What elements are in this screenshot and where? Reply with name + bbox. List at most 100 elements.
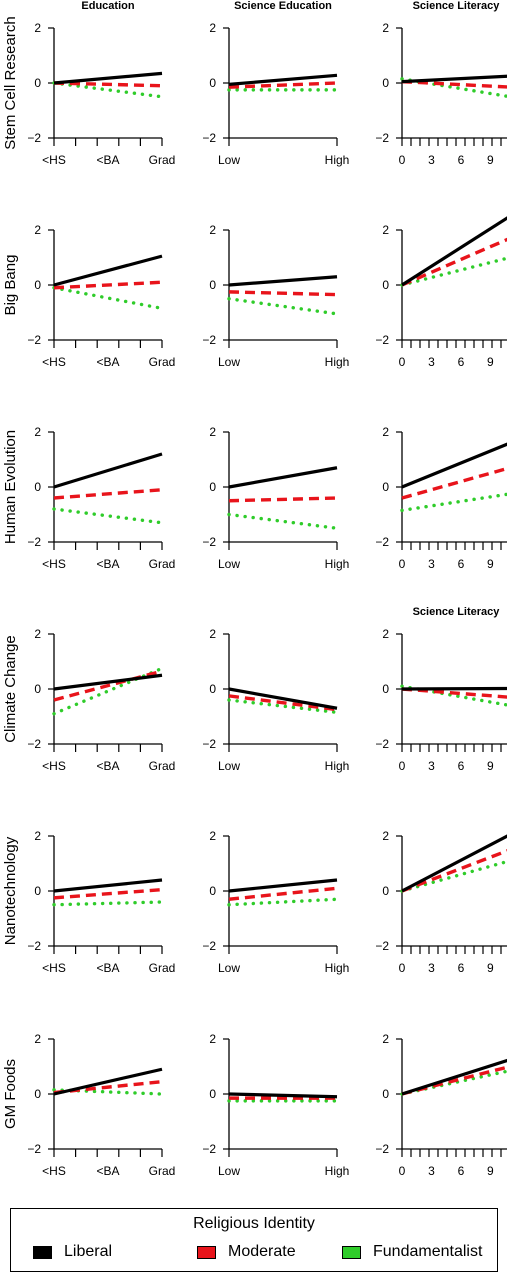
series-line-moderate — [53, 488, 163, 500]
y-tick-label: 0 — [34, 76, 41, 90]
x-tick-label: High — [325, 961, 350, 975]
y-tick-label: −2 — [375, 131, 389, 145]
y-tick-label: 2 — [34, 21, 41, 35]
x-tick-label: <HS — [42, 759, 66, 773]
y-tick-label: 0 — [34, 884, 41, 898]
x-tick-label: 0 — [399, 1164, 406, 1178]
y-tick-label: −2 — [27, 333, 41, 347]
x-tick-label: 3 — [428, 759, 435, 773]
y-tick-label: −2 — [375, 1142, 389, 1156]
series-line-liberal — [53, 673, 163, 691]
x-tick-label: 9 — [487, 1164, 494, 1178]
legend-item-moderate: Moderate — [197, 1243, 296, 1261]
series-line-fundamentalist — [400, 256, 507, 287]
y-tick-label: −2 — [375, 535, 389, 549]
x-tick-label: Low — [218, 759, 240, 773]
y-tick-label: 2 — [382, 627, 389, 641]
legend-swatch-fundamentalist — [342, 1245, 361, 1259]
y-tick-label: 0 — [209, 1087, 216, 1101]
x-tick-label: 3 — [428, 557, 435, 571]
y-tick-label: 0 — [209, 278, 216, 292]
y-tick-label: 0 — [382, 480, 389, 494]
y-tick-label: 0 — [209, 682, 216, 696]
x-tick-label: 9 — [487, 961, 494, 975]
series-line-fundamentalist — [52, 507, 164, 525]
series-line-moderate — [53, 669, 163, 702]
column-title: Science Education — [234, 0, 332, 12]
legend-swatch-moderate — [197, 1245, 216, 1259]
legend-item-fundamentalist: Fundamentalist — [342, 1243, 482, 1261]
x-tick-label: Grad — [149, 153, 176, 167]
y-tick-label: −2 — [27, 737, 41, 751]
series-line-liberal — [228, 1092, 338, 1099]
x-tick-label: 9 — [487, 153, 494, 167]
x-tick-label: <HS — [42, 557, 66, 571]
y-tick-label: 0 — [209, 884, 216, 898]
series-line-fundamentalist — [52, 1088, 164, 1096]
series-line-moderate — [401, 237, 507, 287]
series-line-liberal — [228, 275, 338, 287]
y-tick-label: −2 — [202, 535, 216, 549]
y-tick-label: 0 — [34, 1087, 41, 1101]
y-tick-label: 0 — [382, 682, 389, 696]
x-tick-label: High — [325, 1164, 350, 1178]
legend-label-fundamentalist: Fundamentalist — [373, 1243, 483, 1260]
series-line-fundamentalist — [52, 666, 164, 716]
x-tick-label: High — [325, 759, 350, 773]
y-tick-label: 2 — [209, 223, 216, 237]
y-tick-label: 2 — [209, 21, 216, 35]
y-tick-label: 0 — [382, 76, 389, 90]
x-tick-label: 9 — [487, 355, 494, 369]
x-tick-label: Low — [218, 961, 240, 975]
series-line-fundamentalist — [227, 512, 339, 530]
legend-title: Religious Identity — [193, 1215, 315, 1232]
series-line-liberal — [53, 878, 163, 893]
y-tick-label: −2 — [27, 131, 41, 145]
series-line-moderate — [401, 79, 507, 89]
series-line-moderate — [401, 849, 507, 893]
y-tick-label: −2 — [375, 737, 389, 751]
x-tick-label: <HS — [42, 153, 66, 167]
y-tick-label: −2 — [375, 333, 389, 347]
y-tick-label: 0 — [209, 76, 216, 90]
series-line-moderate — [228, 81, 338, 89]
y-tick-label: 2 — [34, 425, 41, 439]
x-tick-label: 6 — [458, 961, 465, 975]
y-tick-label: −2 — [202, 737, 216, 751]
series-line-liberal — [401, 834, 507, 893]
series-line-moderate — [53, 280, 163, 290]
series-line-liberal — [53, 1067, 163, 1096]
x-tick-label: 0 — [399, 961, 406, 975]
x-tick-label: High — [325, 355, 350, 369]
series-line-liberal — [401, 1058, 507, 1096]
y-tick-label: 0 — [382, 278, 389, 292]
series-line-moderate — [228, 694, 338, 712]
legend: Religious Identity Liberal Moderate Fund… — [10, 1208, 498, 1272]
y-tick-label: 2 — [382, 829, 389, 843]
x-tick-label: High — [325, 557, 350, 571]
y-tick-label: 2 — [34, 223, 41, 237]
x-tick-label: <BA — [96, 1164, 119, 1178]
x-tick-label: <HS — [42, 1164, 66, 1178]
y-tick-label: 0 — [34, 278, 41, 292]
series-line-liberal — [228, 878, 338, 893]
y-tick-label: 2 — [34, 1032, 41, 1046]
column-title: Science Literacy — [413, 606, 501, 618]
x-tick-label: Low — [218, 153, 240, 167]
y-tick-label: 0 — [382, 1087, 389, 1101]
legend-item-liberal: Liberal — [33, 1243, 112, 1261]
row-label: Big Bang — [2, 255, 19, 316]
series-line-liberal — [53, 254, 163, 287]
x-tick-label: 3 — [428, 355, 435, 369]
series-line-liberal — [53, 452, 163, 489]
y-tick-label: 2 — [382, 425, 389, 439]
x-tick-label: 0 — [399, 355, 406, 369]
x-tick-label: 6 — [458, 759, 465, 773]
y-tick-label: 2 — [209, 627, 216, 641]
y-tick-label: −2 — [202, 939, 216, 953]
series-line-moderate — [228, 290, 338, 297]
series-line-fundamentalist — [52, 81, 164, 99]
series-line-liberal — [53, 71, 163, 85]
series-line-liberal — [401, 686, 507, 691]
x-tick-label: <BA — [96, 759, 119, 773]
